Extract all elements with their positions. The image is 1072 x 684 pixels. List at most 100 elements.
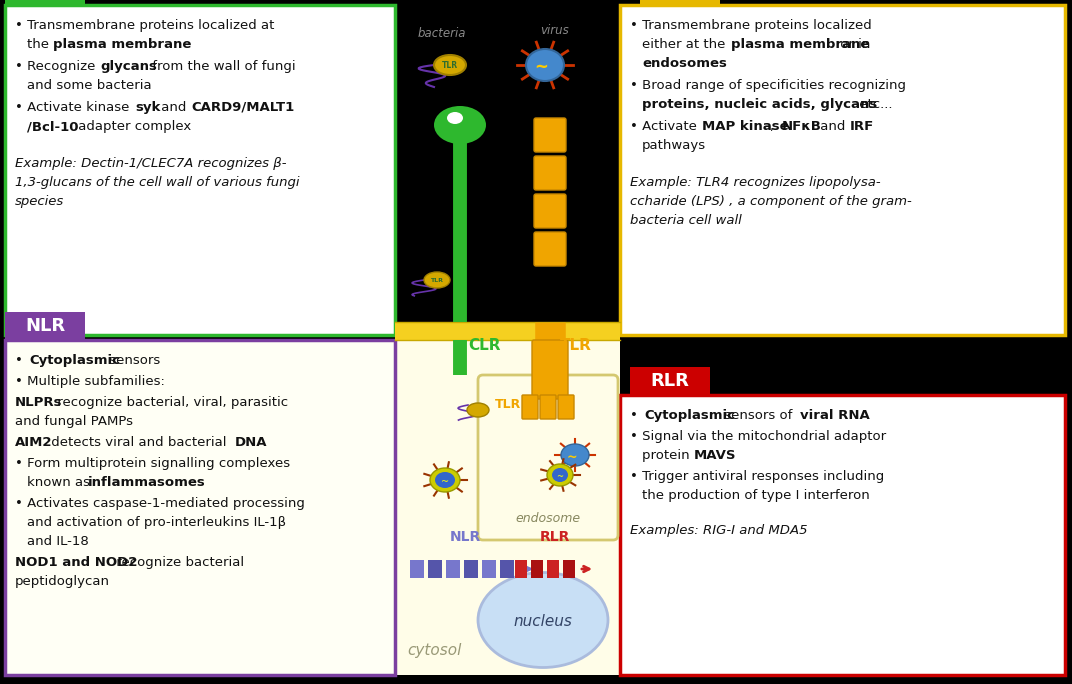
FancyBboxPatch shape: [5, 312, 85, 340]
Text: • Activates caspase-1-mediated processing: • Activates caspase-1-mediated processin…: [15, 497, 304, 510]
Ellipse shape: [434, 55, 466, 75]
Text: and: and: [157, 101, 191, 114]
FancyBboxPatch shape: [5, 340, 394, 675]
Text: plasma membrane: plasma membrane: [731, 38, 869, 51]
Text: either at the: either at the: [642, 38, 730, 51]
FancyBboxPatch shape: [394, 330, 620, 675]
Text: and some bacteria: and some bacteria: [27, 79, 151, 92]
Text: /Bcl-10: /Bcl-10: [27, 120, 78, 133]
Text: and: and: [816, 120, 850, 133]
Text: pathways: pathways: [642, 139, 706, 152]
Text: the production of type I interferon: the production of type I interferon: [642, 489, 869, 502]
Text: the: the: [27, 38, 54, 51]
Text: • Activate kinase: • Activate kinase: [15, 101, 134, 114]
Text: from the wall of fungi: from the wall of fungi: [148, 60, 296, 73]
FancyBboxPatch shape: [410, 560, 425, 578]
Text: • Recognize: • Recognize: [15, 60, 100, 73]
Text: • Activate: • Activate: [630, 120, 701, 133]
Text: plasma membrane: plasma membrane: [53, 38, 192, 51]
Text: ~: ~: [567, 451, 578, 464]
Text: TLR: TLR: [442, 60, 458, 70]
Text: sensors: sensors: [105, 354, 160, 367]
Ellipse shape: [430, 468, 460, 492]
Text: ~: ~: [534, 58, 548, 76]
FancyBboxPatch shape: [5, 0, 85, 5]
Text: nucleus: nucleus: [513, 614, 572, 629]
Text: Example: TLR4 recognizes lipopolysa-: Example: TLR4 recognizes lipopolysa-: [630, 176, 880, 189]
Text: and IL-18: and IL-18: [27, 535, 89, 548]
Ellipse shape: [467, 403, 489, 417]
Text: AIM2: AIM2: [15, 436, 53, 449]
FancyBboxPatch shape: [446, 560, 460, 578]
Ellipse shape: [434, 106, 486, 144]
FancyBboxPatch shape: [620, 5, 1064, 335]
FancyBboxPatch shape: [500, 560, 513, 578]
Text: bacteria cell wall: bacteria cell wall: [630, 214, 742, 227]
Text: • Transmembrane proteins localized at: • Transmembrane proteins localized at: [15, 19, 274, 32]
Text: syk: syk: [135, 101, 161, 114]
Ellipse shape: [526, 49, 564, 81]
Text: NFκB: NFκB: [781, 120, 822, 133]
FancyBboxPatch shape: [540, 395, 556, 419]
FancyBboxPatch shape: [534, 156, 566, 190]
Text: sensors of: sensors of: [720, 409, 796, 422]
FancyBboxPatch shape: [428, 560, 442, 578]
Text: Examples: RIG-I and MDA5: Examples: RIG-I and MDA5: [630, 524, 807, 537]
Text: detects viral and bacterial: detects viral and bacterial: [47, 436, 230, 449]
Text: adapter complex: adapter complex: [74, 120, 191, 133]
FancyBboxPatch shape: [5, 5, 394, 335]
FancyBboxPatch shape: [515, 560, 527, 578]
Text: RLR: RLR: [651, 372, 689, 390]
Ellipse shape: [435, 472, 455, 488]
Text: IRF: IRF: [850, 120, 875, 133]
Ellipse shape: [561, 444, 589, 466]
FancyBboxPatch shape: [640, 0, 720, 5]
Text: NLPRs: NLPRs: [15, 396, 62, 409]
Text: MAP kinase: MAP kinase: [702, 120, 789, 133]
Text: viral RNA: viral RNA: [800, 409, 869, 422]
Text: Cytoplasmic: Cytoplasmic: [644, 409, 735, 422]
FancyBboxPatch shape: [531, 560, 544, 578]
Ellipse shape: [447, 112, 463, 124]
FancyBboxPatch shape: [464, 560, 478, 578]
Text: • Form multiprotein signalling complexes: • Form multiprotein signalling complexes: [15, 457, 291, 470]
FancyBboxPatch shape: [478, 375, 617, 540]
Text: CARD9/MALT1: CARD9/MALT1: [191, 101, 294, 114]
Text: ~: ~: [441, 477, 449, 487]
Text: bacteria: bacteria: [418, 27, 466, 40]
Text: MAVS: MAVS: [694, 449, 736, 462]
FancyBboxPatch shape: [534, 118, 566, 152]
FancyBboxPatch shape: [620, 395, 1064, 675]
Text: recognize bacterial, viral, parasitic: recognize bacterial, viral, parasitic: [53, 396, 288, 409]
Text: glycans: glycans: [100, 60, 157, 73]
Text: endosome: endosome: [516, 512, 581, 525]
Text: RLR: RLR: [540, 530, 570, 544]
Text: NLR: NLR: [449, 530, 480, 544]
Text: NOD1 and NOD2: NOD1 and NOD2: [15, 556, 137, 569]
Text: NLR: NLR: [25, 317, 65, 335]
Text: proteins, nucleic acids, glycans: proteins, nucleic acids, glycans: [642, 98, 877, 111]
Ellipse shape: [547, 464, 574, 486]
FancyBboxPatch shape: [563, 560, 575, 578]
FancyBboxPatch shape: [522, 395, 538, 419]
Text: DNA: DNA: [235, 436, 268, 449]
FancyBboxPatch shape: [630, 367, 710, 395]
Text: endosomes: endosomes: [642, 57, 727, 70]
Text: ,: ,: [770, 120, 778, 133]
FancyBboxPatch shape: [534, 232, 566, 266]
Text: TLR: TLR: [495, 398, 521, 411]
Ellipse shape: [425, 272, 450, 288]
Text: or in: or in: [836, 38, 870, 51]
Text: TLR: TLR: [560, 337, 592, 352]
FancyBboxPatch shape: [394, 5, 620, 330]
FancyBboxPatch shape: [394, 322, 620, 340]
Text: CLR: CLR: [468, 337, 501, 352]
Text: • Trigger antiviral responses including: • Trigger antiviral responses including: [630, 470, 884, 483]
Text: • Signal via the mitochondrial adaptor: • Signal via the mitochondrial adaptor: [630, 430, 887, 443]
Text: • Multiple subfamilies:: • Multiple subfamilies:: [15, 375, 165, 388]
Text: ~: ~: [556, 473, 564, 482]
FancyBboxPatch shape: [534, 194, 566, 228]
Text: recognize bacterial: recognize bacterial: [111, 556, 244, 569]
Text: 1,3-glucans of the cell wall of various fungi: 1,3-glucans of the cell wall of various …: [15, 176, 299, 189]
FancyBboxPatch shape: [482, 560, 496, 578]
